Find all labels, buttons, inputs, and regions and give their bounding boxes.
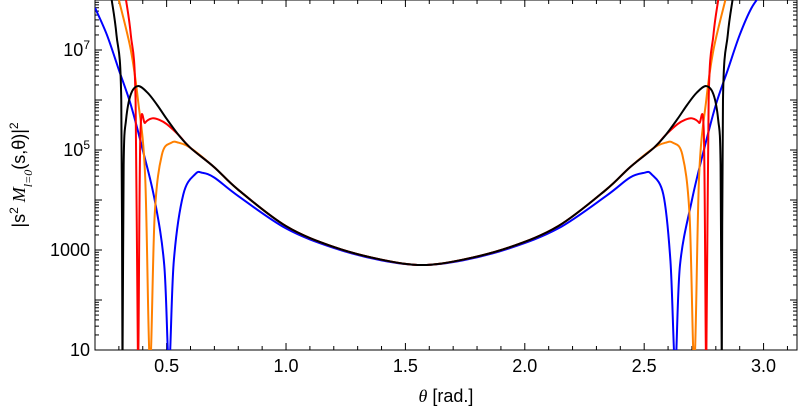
x-axis-title: θ [rad.]	[419, 386, 474, 406]
x-axis-ticks: 0.5 1.0 1.5 2.0 2.5 3.0	[94, 0, 788, 376]
y-title-pow: 2	[7, 122, 21, 129]
x-tick-label: 3.0	[751, 356, 776, 376]
series-lines	[95, 0, 758, 350]
y-title-args: (s,θ)|	[9, 129, 29, 170]
x-tick-label: 2.5	[632, 356, 657, 376]
y-axis-title: |s2 Ml=0(s,θ)|2	[7, 122, 35, 228]
series-line	[117, 0, 727, 350]
plot-frame	[94, 0, 798, 351]
series-line	[95, 0, 758, 350]
x-tick-label: 1.5	[393, 356, 418, 376]
x-tick-label: 2.0	[512, 356, 537, 376]
y-title-sq: 2	[7, 207, 21, 214]
y-tick-label: 10	[70, 340, 90, 360]
y-title-sub: l=0	[21, 170, 35, 187]
series-line	[110, 0, 734, 350]
series-line	[125, 0, 720, 350]
x-tick-label: 0.5	[154, 356, 179, 376]
y-tick-label: 107	[63, 38, 90, 60]
y-tick-label: 1000	[50, 240, 90, 260]
y-axis-ticks: 10 1000 105 107	[50, 1, 797, 360]
x-axis-symbol: θ	[419, 386, 428, 406]
y-title-pre: |s	[9, 214, 29, 228]
y-tick-label: 105	[63, 138, 90, 160]
y-title-m: M	[9, 186, 29, 203]
x-axis-unit: [rad.]	[432, 386, 473, 406]
x-tick-label: 1.0	[274, 356, 299, 376]
